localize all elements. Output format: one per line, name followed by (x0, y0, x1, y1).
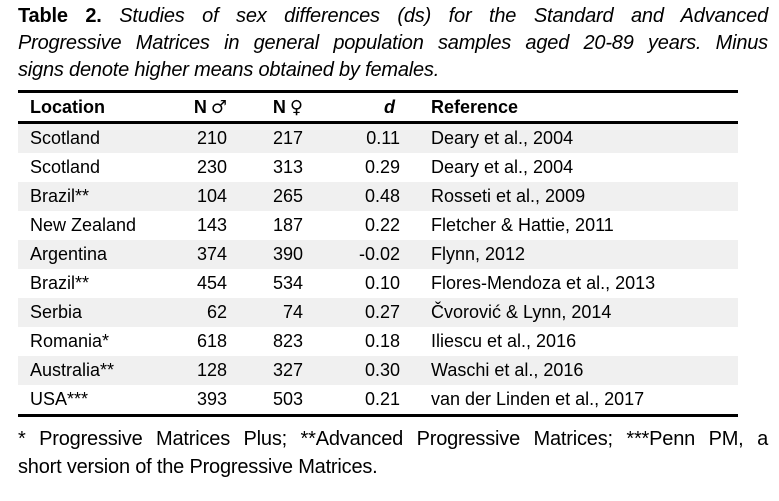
cell-n-female: 327 (272, 360, 303, 380)
cell-reference: Fletcher & Hattie, 2011 (431, 215, 614, 235)
table-footnote: * Progressive Matrices Plus; **Advanced … (18, 425, 768, 481)
table-row: Scotland 230 313 0.29 Deary et al., 2004 (18, 153, 738, 182)
male-symbol: ♂ (210, 96, 227, 118)
cell-n-female: 217 (272, 128, 303, 148)
cell-location: Scotland (30, 157, 101, 177)
cell-d: 0.22 (364, 215, 400, 235)
header-n-male: N ♂ (183, 92, 227, 123)
cell-n-male: 230 (196, 157, 227, 177)
table-row: Brazil** 454 534 0.10 Flores-Mendoza et … (18, 269, 738, 298)
table-header-row: Location N ♂ N ♀ d Reference (18, 92, 738, 123)
cell-d: -0.02 (358, 244, 400, 264)
cell-location: Australia** (30, 360, 115, 380)
table-row: Brazil** 104 265 0.48 Rosseti et al., 20… (18, 182, 738, 211)
caption-label: Table 2. (18, 5, 102, 27)
cell-n-male: 454 (196, 273, 227, 293)
header-n-female: N ♀ (227, 92, 303, 123)
cell-d: 0.21 (364, 389, 400, 409)
table-row: USA*** 393 503 0.21 van der Linden et al… (18, 385, 738, 416)
cell-n-female: 313 (272, 157, 303, 177)
caption-line-1-text: Studies of sex differences (ds) for the … (119, 5, 768, 27)
footnote-line-1: * Progressive Matrices Plus; **Advanced … (18, 428, 768, 450)
cell-n-female: 74 (282, 302, 303, 322)
cell-d: 0.27 (364, 302, 400, 322)
table-row: Serbia 62 74 0.27 Čvorović & Lynn, 2014 (18, 298, 738, 327)
cell-location: Serbia (30, 302, 83, 322)
table-row: New Zealand 143 187 0.22 Fletcher & Hatt… (18, 211, 738, 240)
cell-n-male: 143 (196, 215, 227, 235)
cell-reference: Flores-Mendoza et al., 2013 (431, 273, 656, 293)
cell-n-female: 534 (272, 273, 303, 293)
studies-table: Location N ♂ N ♀ d Reference Scotland 210 … (18, 90, 738, 417)
cell-d: 0.48 (364, 186, 400, 206)
cell-n-male: 128 (196, 360, 227, 380)
caption-line-2: Progressive Matrices in general populati… (18, 32, 768, 54)
page: Table 2. Studies of sex differences (ds)… (0, 3, 779, 501)
cell-reference: Waschi et al., 2016 (431, 360, 584, 380)
header-reference: Reference (431, 96, 519, 117)
cell-d: 0.30 (364, 360, 400, 380)
table-row: Romania* 618 823 0.18 Iliescu et al., 20… (18, 327, 738, 356)
cell-reference: Flynn, 2012 (431, 244, 526, 264)
table-row: Scotland 210 217 0.11 Deary et al., 2004 (18, 122, 738, 153)
cell-n-male: 62 (206, 302, 227, 322)
cell-d: 0.29 (364, 157, 400, 177)
cell-n-female: 390 (272, 244, 303, 264)
cell-n-female: 265 (272, 186, 303, 206)
cell-n-female: 187 (272, 215, 303, 235)
cell-reference: Čvorović & Lynn, 2014 (431, 302, 612, 322)
n-male-label: N (193, 96, 207, 117)
cell-location: New Zealand (30, 215, 137, 235)
cell-location: Romania* (30, 331, 110, 351)
cell-location: Brazil** (30, 186, 90, 206)
cell-n-male: 104 (196, 186, 227, 206)
female-symbol: ♀ (289, 96, 303, 118)
cell-n-female: 503 (272, 389, 303, 409)
header-location: Location (30, 96, 105, 117)
table-body: Scotland 210 217 0.11 Deary et al., 2004… (18, 122, 738, 416)
cell-n-male: 374 (196, 244, 227, 264)
cell-reference: Iliescu et al., 2016 (431, 331, 577, 351)
caption-line-1: Table 2. Studies of sex differences (ds)… (18, 3, 768, 30)
cell-d: 0.10 (364, 273, 400, 293)
cell-n-male: 393 (196, 389, 227, 409)
cell-location: Scotland (30, 128, 101, 148)
cell-reference: Deary et al., 2004 (431, 128, 574, 148)
caption-line-3: signs denote higher means obtained by fe… (18, 59, 440, 81)
footnote-line-2: short version of the Progressive Matrice… (18, 456, 378, 478)
cell-n-female: 823 (272, 331, 303, 351)
cell-d: 0.11 (366, 128, 400, 148)
cell-reference: van der Linden et al., 2017 (431, 389, 645, 409)
cell-d: 0.18 (364, 331, 400, 351)
table-caption: Table 2. Studies of sex differences (ds)… (18, 3, 768, 84)
table-row: Australia** 128 327 0.30 Waschi et al., … (18, 356, 738, 385)
cell-reference: Rosseti et al., 2009 (431, 186, 586, 206)
header-d: d (384, 96, 395, 117)
cell-reference: Deary et al., 2004 (431, 157, 574, 177)
cell-location: Argentina (30, 244, 108, 264)
cell-location: Brazil** (30, 273, 90, 293)
cell-location: USA*** (30, 389, 89, 409)
table-row: Argentina 374 390 -0.02 Flynn, 2012 (18, 240, 738, 269)
n-female-label: N (272, 96, 286, 117)
cell-n-male: 618 (196, 331, 227, 351)
cell-n-male: 210 (196, 128, 227, 148)
